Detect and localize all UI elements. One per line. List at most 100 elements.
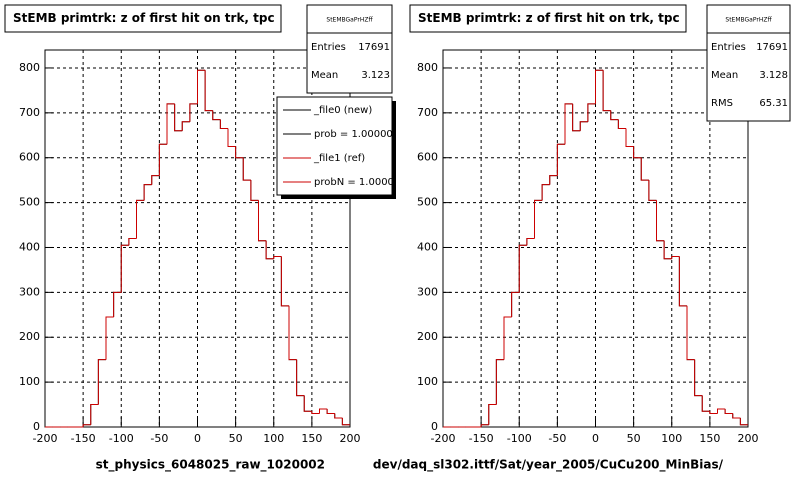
histogram-step	[151, 175, 160, 185]
x-tick-label: -50	[150, 432, 168, 445]
histogram-step	[648, 180, 657, 201]
histogram-step	[288, 305, 297, 361]
histogram-step	[686, 305, 695, 361]
chart-title: StEMB primtrk: z of first hit on trk, tp…	[418, 11, 680, 25]
y-tick-label: 700	[19, 106, 40, 119]
histogram-step	[671, 255, 680, 259]
x-axis-title: st_physics_6048025_raw_1020002	[96, 458, 325, 473]
histogram-step	[97, 359, 106, 405]
histogram-step	[273, 255, 282, 259]
stats-label: Entries	[311, 42, 346, 53]
histogram-step	[556, 143, 565, 176]
x-tick-label: 200	[340, 432, 361, 445]
histogram-step	[549, 175, 558, 185]
histogram-step	[534, 199, 543, 239]
stats-label: Mean	[311, 70, 338, 81]
histogram-step	[495, 359, 504, 405]
legend-label: _file0 (new)	[313, 105, 372, 116]
y-tick-label: 300	[19, 285, 40, 298]
histogram-step	[227, 128, 236, 147]
histogram-step	[511, 291, 520, 318]
histogram-step	[526, 238, 535, 246]
histogram-step	[709, 411, 718, 415]
histogram-step	[717, 408, 726, 414]
histogram-step	[541, 184, 550, 201]
x-tick-label: -50	[548, 432, 566, 445]
x-tick-label: 50	[229, 432, 243, 445]
histogram-step	[480, 424, 489, 427]
histogram-step	[219, 119, 228, 130]
histogram-step	[633, 146, 642, 159]
histogram-step	[334, 413, 343, 419]
stats-label: Entries	[711, 42, 746, 53]
histogram-step	[617, 119, 626, 130]
y-tick-label: 400	[417, 240, 438, 253]
histogram-step	[280, 256, 289, 307]
y-tick-label: 0	[33, 420, 40, 433]
x-tick-label: -200	[33, 432, 58, 445]
y-tick-label: 500	[417, 196, 438, 209]
histogram-step	[174, 103, 183, 132]
y-tick-label: 200	[417, 330, 438, 343]
histogram-step	[296, 359, 305, 397]
y-tick-label: 500	[19, 196, 40, 209]
y-tick-label: 700	[417, 106, 438, 119]
y-tick-label: 800	[417, 61, 438, 74]
title-box	[409, 4, 687, 33]
histogram-step	[694, 359, 703, 397]
histogram-step	[242, 157, 251, 181]
x-tick-label: 150	[699, 432, 720, 445]
histogram-step	[488, 404, 497, 425]
x-tick-label: 0	[592, 432, 599, 445]
x-tick-label: -100	[109, 432, 134, 445]
stats-value: 65.31	[759, 98, 788, 109]
histogram-step	[587, 103, 596, 122]
y-tick-label: 600	[19, 151, 40, 164]
stats-box	[706, 4, 791, 122]
y-tick-label: 300	[417, 285, 438, 298]
y-tick-label: 100	[19, 375, 40, 388]
legend-entries: _file0 (new) prob = 1.000000 _file1 (ref) p…	[283, 105, 407, 188]
histogram-step	[341, 418, 350, 426]
histogram-step	[128, 238, 137, 246]
x-tick-label: 200	[738, 432, 759, 445]
histogram-step	[579, 121, 588, 131]
histogram-step	[90, 404, 99, 425]
stats-label: RMS	[711, 98, 733, 109]
histogram-step	[197, 69, 206, 104]
histogram-step	[258, 200, 267, 242]
histogram-step	[136, 199, 145, 239]
histogram-step	[602, 70, 611, 112]
legend-label: probN = 1.000000	[314, 177, 407, 188]
stats-value: 3.123	[361, 70, 390, 81]
legend-box	[276, 96, 393, 196]
stats-label: Mean	[711, 70, 738, 81]
y-tick-label: 0	[431, 420, 438, 433]
x-tick-label: 50	[627, 432, 641, 445]
histogram-step	[143, 184, 152, 201]
histogram-step	[518, 244, 527, 293]
histogram-step	[120, 244, 129, 293]
histogram-step	[235, 146, 244, 159]
stats-title: StEMBGaPrHZff	[725, 17, 772, 24]
histogram-step	[739, 418, 748, 426]
histogram-step	[105, 316, 114, 360]
histogram-step	[678, 256, 687, 307]
histogram-step	[250, 180, 259, 201]
histogram-step	[189, 103, 198, 122]
stats-value: 3.128	[759, 70, 788, 81]
x-axis-title: dev/daq_sl302.ittf/Sat/year_2005/CuCu200…	[373, 458, 724, 473]
histogram-step	[724, 409, 733, 415]
stats-box	[306, 4, 393, 94]
histogram-step	[572, 103, 581, 132]
histogram-step	[732, 413, 741, 419]
histogram-step	[326, 409, 335, 415]
histogram-step	[311, 411, 320, 415]
histogram-step	[663, 240, 672, 260]
y-tick-label: 800	[19, 61, 40, 74]
title-box	[4, 4, 282, 33]
y-tick-label: 100	[417, 375, 438, 388]
histogram-step	[625, 128, 634, 147]
histogram-step	[181, 121, 190, 131]
